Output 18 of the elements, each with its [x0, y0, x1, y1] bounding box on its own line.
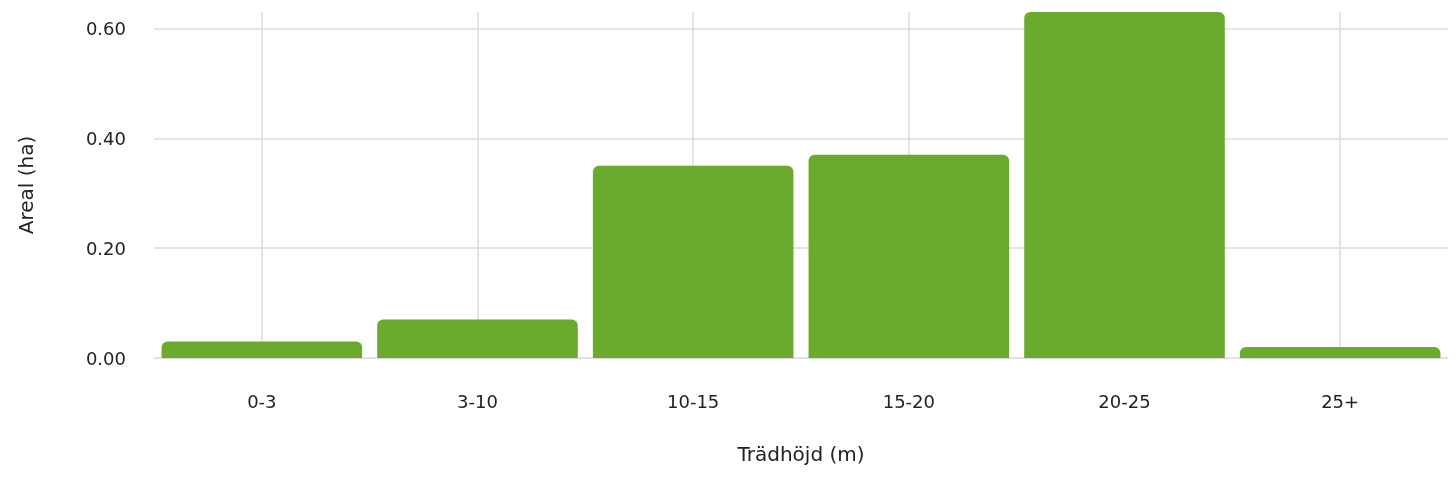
- x-tick-label: 10-15: [667, 390, 720, 412]
- bar: [1239, 347, 1441, 358]
- y-tick-label: 0.40: [85, 127, 126, 149]
- bar: [161, 341, 363, 358]
- x-axis-title: Trädhöjd (m): [736, 442, 865, 466]
- x-tick-label: 15-20: [882, 390, 935, 412]
- x-tick-label: 20-25: [1098, 390, 1151, 412]
- y-tick-label: 0.60: [85, 17, 126, 39]
- x-tick-label: 3-10: [457, 390, 498, 412]
- y-tick-label: 0.00: [85, 347, 126, 369]
- bar: [592, 165, 794, 358]
- bar: [808, 154, 1010, 358]
- x-tick-label: 0-3: [247, 390, 277, 412]
- bar: [377, 319, 578, 358]
- y-tick-label: 0.20: [85, 237, 126, 259]
- bar: [1024, 12, 1225, 358]
- x-tick-label: 25+: [1321, 390, 1360, 412]
- y-axis-title: Areal (ha): [14, 135, 38, 235]
